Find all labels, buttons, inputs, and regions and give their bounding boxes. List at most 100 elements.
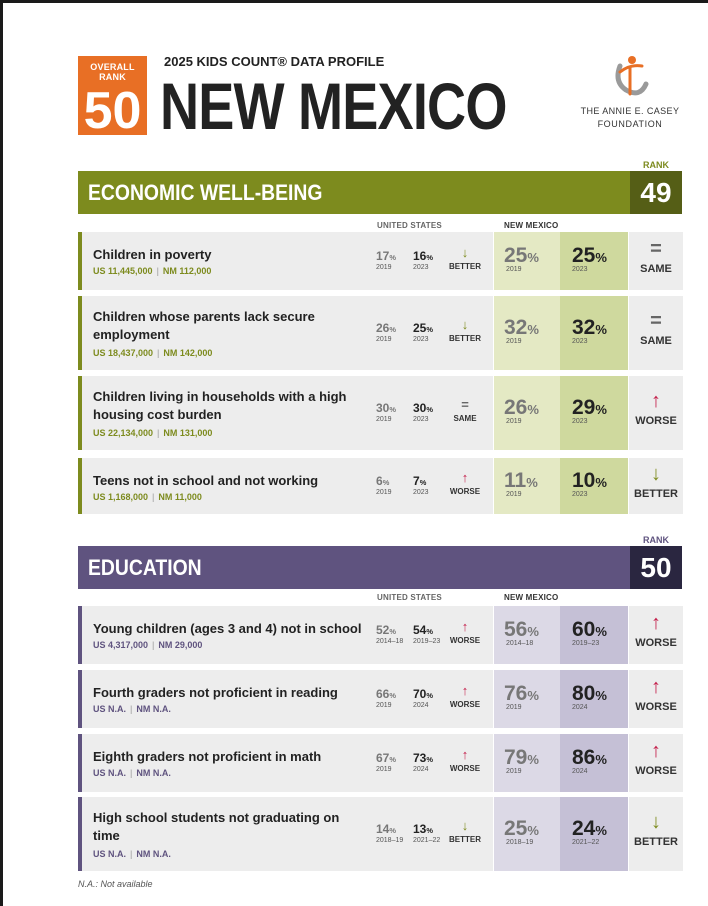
indicator-title: Fourth graders not proficient in reading [93, 685, 338, 700]
nm-count: NM N.A. [136, 849, 171, 859]
us-values-cell [366, 376, 493, 450]
nm-baseline-year: 2019 [506, 266, 522, 273]
nm-baseline-value: 26% [504, 396, 539, 420]
us-latest-value: 13% [413, 822, 433, 836]
nm-baseline-year: 2019 [506, 704, 522, 711]
foundation-figure-icon [615, 56, 649, 96]
footnote: N.A.: Not available [78, 879, 153, 889]
nm-trend-cell [629, 232, 683, 290]
us-baseline-year: 2018–19 [376, 837, 404, 844]
count-separator: | [130, 768, 133, 778]
us-baseline-value: 26% [376, 321, 396, 335]
us-values-cell [366, 606, 493, 664]
us-latest-year: 2021–22 [413, 837, 441, 844]
indicator-counts: US 22,134,000 | NM 131,000 [93, 428, 212, 438]
nm-count: NM 11,000 [158, 492, 202, 502]
nm-latest-year: 2023 [572, 266, 588, 273]
section-title: ECONOMIC WELL-BEING [88, 180, 323, 205]
nm-count: NM N.A. [136, 768, 171, 778]
count-separator: | [152, 492, 155, 502]
nm-latest-year: 2023 [572, 491, 588, 498]
us-values-cell [366, 670, 493, 728]
nm-trend-cell [629, 458, 683, 514]
us-baseline-value-number: 30 [376, 401, 390, 415]
us-count: US N.A. [93, 849, 127, 859]
us-trend-label: BETTER [449, 334, 481, 343]
us-latest-value-number: 7 [413, 474, 420, 488]
us-latest-value: 73% [413, 751, 433, 765]
percent-sign: % [426, 691, 433, 700]
nm-baseline-value: 32% [504, 316, 539, 340]
nm-trend-arrow-icon: = [650, 310, 662, 332]
nm-latest-cell [560, 797, 628, 871]
percent-sign: % [426, 325, 433, 334]
percent-sign: % [595, 322, 607, 337]
us-baseline-value: 52% [376, 623, 396, 637]
percent-sign: % [389, 253, 396, 262]
nm-trend-cell [629, 797, 683, 871]
indicator-title: High school students not graduating on t… [93, 810, 340, 843]
nm-trend-arrow-icon: ↓ [651, 811, 661, 833]
us-latest-year: 2023 [413, 416, 429, 423]
percent-sign: % [526, 475, 538, 490]
nm-trend-label: BETTER [634, 836, 678, 848]
nm-trend-cell [629, 606, 683, 664]
nm-trend-label: BETTER [634, 488, 678, 500]
us-count: US 18,437,000 [93, 348, 154, 358]
us-baseline-value: 17% [376, 249, 396, 263]
us-trend-label: WORSE [449, 700, 481, 709]
nm-baseline-year: 2018–19 [506, 839, 534, 846]
nm-baseline-value: 56% [504, 618, 539, 642]
indicator-title: Teens not in school and not working [93, 473, 319, 488]
percent-sign: % [527, 688, 539, 703]
indicator-counts: US 4,317,000 | NM 29,000 [93, 640, 202, 650]
us-count: US 4,317,000 [93, 640, 149, 650]
nm-baseline-value-number: 56 [504, 618, 528, 641]
nm-baseline-cell [494, 458, 560, 514]
percent-sign: % [595, 475, 607, 490]
nm-trend-cell [629, 670, 683, 728]
nm-baseline-value-number: 26 [504, 396, 528, 419]
us-latest-value-number: 54 [413, 623, 427, 637]
percent-sign: % [595, 752, 607, 767]
count-separator: | [156, 266, 159, 276]
row-accent-bar [78, 734, 82, 792]
us-trend-label: WORSE [449, 636, 481, 645]
us-latest-value: 25% [413, 321, 433, 335]
nm-trend-cell [629, 734, 683, 792]
nm-trend-label: WORSE [635, 415, 677, 427]
us-count: US 1,168,000 [93, 492, 149, 502]
indicator-counts: US N.A. | NM N.A. [93, 768, 171, 778]
section-rank-label: RANK [643, 160, 669, 170]
nm-latest-value-number: 80 [572, 682, 596, 705]
nm-trend-arrow-icon: = [650, 238, 662, 260]
nm-latest-cell [560, 376, 628, 450]
nm-baseline-year: 2019 [506, 768, 522, 775]
us-baseline-year: 2019 [376, 416, 392, 423]
us-trend-arrow-icon: ↓ [461, 245, 469, 260]
us-baseline-value: 30% [376, 401, 396, 415]
nm-latest-value-number: 10 [572, 469, 596, 492]
nm-trend-cell [629, 296, 683, 370]
us-baseline-value-number: 17 [376, 249, 390, 263]
nm-trend-cell [629, 376, 683, 450]
us-trend-label: SAME [453, 414, 477, 423]
nm-latest-year: 2023 [572, 338, 588, 345]
us-baseline-value-number: 14 [376, 822, 390, 836]
us-latest-year: 2023 [413, 336, 429, 343]
indicator-counts: US 1,168,000 | NM 11,000 [93, 492, 202, 502]
us-trend-arrow-icon: = [461, 397, 469, 412]
us-values-cell [366, 797, 493, 871]
indicator-row: Children whose parents lack secure emplo… [78, 296, 683, 370]
nm-baseline-cell [494, 376, 560, 450]
indicator-counts: US N.A. | NM N.A. [93, 704, 171, 714]
us-baseline-year: 2014–18 [376, 638, 404, 645]
us-baseline-year: 2019 [376, 766, 392, 773]
indicator-row: Teens not in school and not working US 1,… [78, 458, 683, 514]
nm-baseline-year: 2014–18 [506, 640, 534, 647]
indicator-title: Eighth graders not proficient in math [93, 749, 322, 764]
us-baseline-year: 2019 [376, 336, 392, 343]
us-baseline-value: 6% [376, 474, 389, 488]
united-states-column-header: UNITED STATES [377, 221, 442, 230]
indicator-row: Fourth graders not proficient in reading… [78, 670, 683, 728]
